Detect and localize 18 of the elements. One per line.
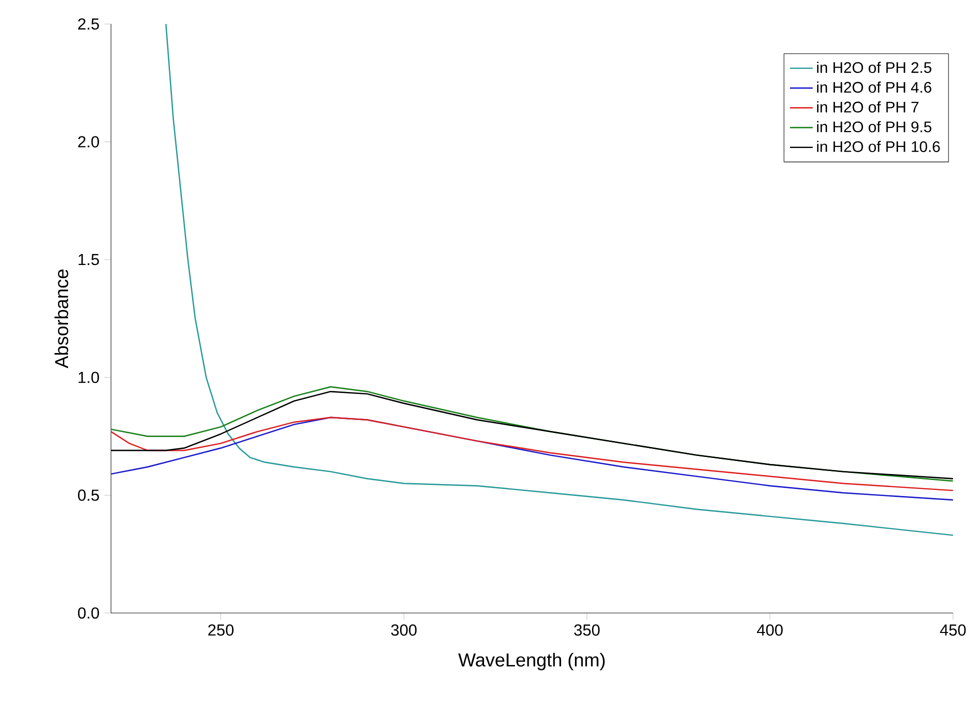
- x-tick-label: 300: [391, 624, 417, 636]
- x-tick-label: 250: [208, 624, 234, 636]
- legend-label: in H2O of PH 7: [817, 101, 918, 113]
- x-axis-title: WaveLength (nm): [458, 652, 605, 670]
- x-tick-label: 400: [756, 624, 783, 636]
- y-tick-label: 0.5: [78, 490, 99, 501]
- legend-label: in H2O of PH 2.5: [817, 62, 932, 73]
- x-tick-label: 450: [940, 624, 966, 636]
- legend-label: in H2O of PH 9.5: [817, 121, 932, 132]
- y-axis-title: Absorbance: [54, 270, 68, 368]
- y-tick-label: 1.0: [78, 372, 100, 384]
- legend-label: in H2O of PH 4.6: [817, 82, 932, 93]
- y-tick-label: 0.0: [78, 607, 100, 619]
- legend-label: in H2O of PH 10.6: [817, 140, 940, 152]
- y-tick-label: 2.5: [78, 18, 99, 30]
- x-tick-label: 350: [574, 624, 600, 636]
- y-tick-label: 1.5: [78, 254, 99, 266]
- y-tick-label: 2.0: [78, 136, 100, 148]
